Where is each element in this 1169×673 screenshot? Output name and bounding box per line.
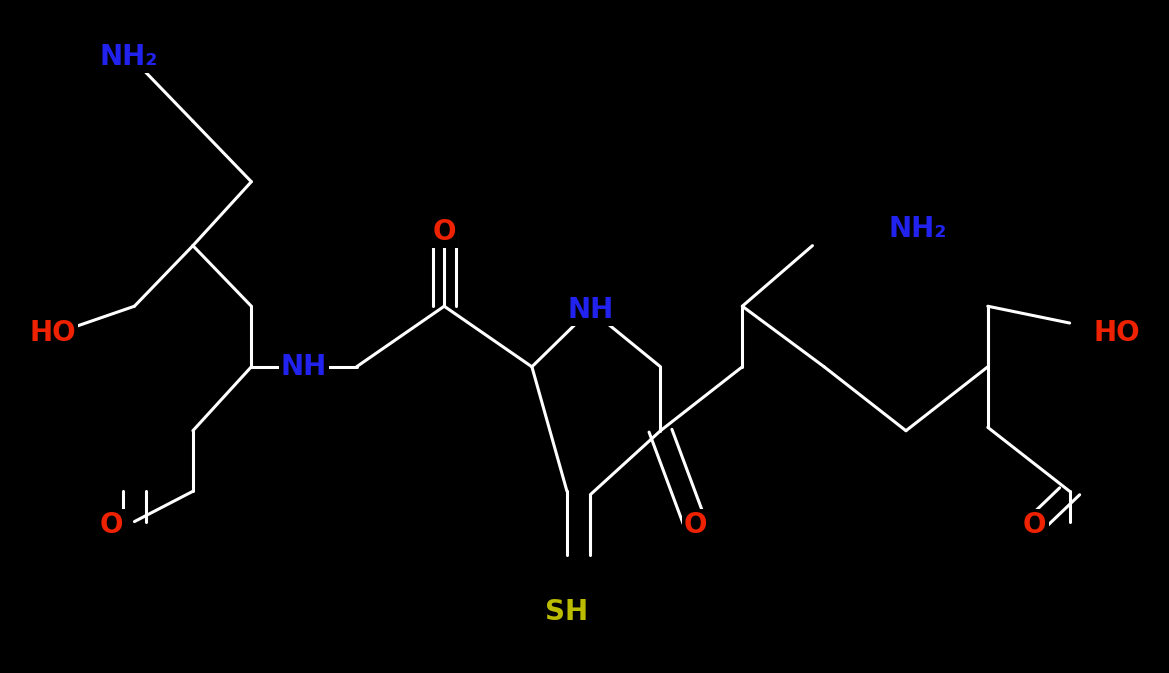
- Text: SH: SH: [546, 598, 588, 627]
- Text: NH₂: NH₂: [99, 43, 158, 71]
- Text: NH: NH: [281, 353, 327, 381]
- Text: HO: HO: [29, 319, 76, 347]
- Text: NH₂: NH₂: [888, 215, 947, 243]
- Text: HO: HO: [1093, 319, 1140, 347]
- Text: NH: NH: [567, 295, 614, 324]
- Text: O: O: [1023, 511, 1046, 539]
- Text: O: O: [684, 511, 707, 539]
- Text: O: O: [99, 511, 123, 539]
- Text: O: O: [433, 218, 456, 246]
